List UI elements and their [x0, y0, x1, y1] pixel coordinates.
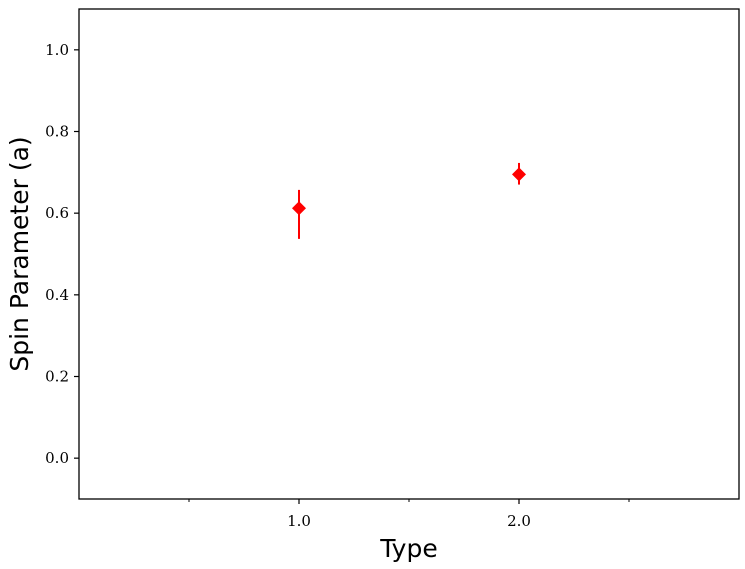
- x-tick-label: 2.0: [507, 512, 531, 530]
- y-tick-label: 1.0: [45, 41, 69, 59]
- y-tick-label: 0.6: [45, 204, 69, 222]
- y-tick-label: 0.8: [45, 123, 69, 141]
- y-tick-label: 0.2: [45, 368, 69, 386]
- data-points: [292, 162, 526, 239]
- y-tick-label: 0.4: [45, 286, 69, 304]
- data-point-diamond: [292, 201, 306, 216]
- plot-frame: [78, 8, 740, 500]
- x-axis: 1.0 2.0: [188, 499, 630, 530]
- y-axis: 0.0 0.2 0.4 0.6 0.8 1.0: [45, 41, 79, 467]
- x-tick-label: 1.0: [287, 512, 311, 530]
- data-point-diamond: [512, 167, 526, 182]
- y-axis-title: Spin Parameter (a): [5, 136, 34, 371]
- x-axis-title: Type: [379, 534, 437, 563]
- y-tick-label: 0.0: [45, 449, 69, 467]
